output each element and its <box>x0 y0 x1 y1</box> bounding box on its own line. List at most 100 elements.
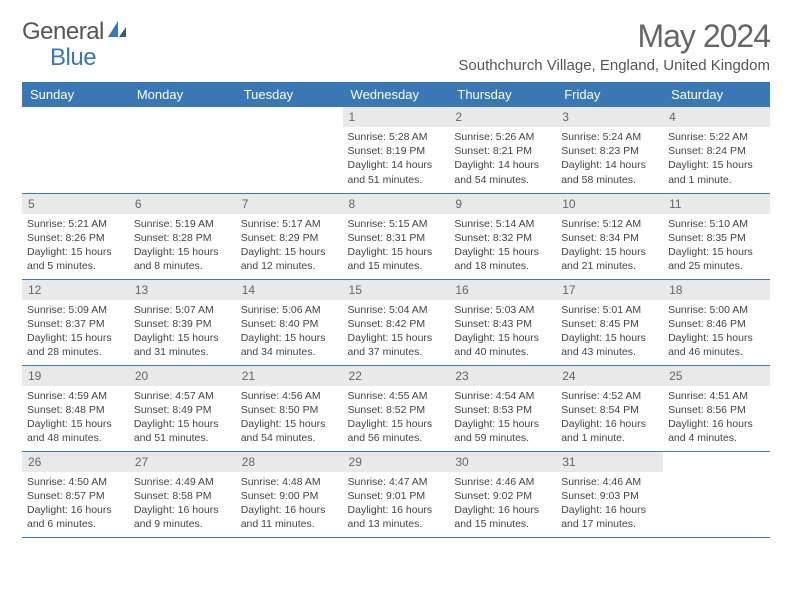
sunset-text: Sunset: 8:56 PM <box>668 403 765 417</box>
calendar-day-cell: 3Sunrise: 5:24 AMSunset: 8:23 PMDaylight… <box>556 107 663 193</box>
sunrise-text: Sunrise: 5:26 AM <box>454 130 551 144</box>
daylight-text: Daylight: 15 hours and 31 minutes. <box>134 331 231 359</box>
daylight-text: Daylight: 15 hours and 43 minutes. <box>561 331 658 359</box>
day-info: Sunrise: 4:57 AMSunset: 8:49 PMDaylight:… <box>129 386 236 449</box>
sunrise-text: Sunrise: 5:28 AM <box>348 130 445 144</box>
day-info: Sunrise: 4:59 AMSunset: 8:48 PMDaylight:… <box>22 386 129 449</box>
calendar-day-cell: 2Sunrise: 5:26 AMSunset: 8:21 PMDaylight… <box>449 107 556 193</box>
sunrise-text: Sunrise: 5:22 AM <box>668 130 765 144</box>
daylight-text: Daylight: 16 hours and 6 minutes. <box>27 503 124 531</box>
calendar-day-cell: 16Sunrise: 5:03 AMSunset: 8:43 PMDayligh… <box>449 279 556 365</box>
sunset-text: Sunset: 8:48 PM <box>27 403 124 417</box>
day-info: Sunrise: 4:47 AMSunset: 9:01 PMDaylight:… <box>343 472 450 535</box>
day-number: 24 <box>556 366 663 386</box>
sunset-text: Sunset: 8:28 PM <box>134 231 231 245</box>
day-info: Sunrise: 4:56 AMSunset: 8:50 PMDaylight:… <box>236 386 343 449</box>
calendar-day-cell: 12Sunrise: 5:09 AMSunset: 8:37 PMDayligh… <box>22 279 129 365</box>
daylight-text: Daylight: 15 hours and 46 minutes. <box>668 331 765 359</box>
day-number: 28 <box>236 452 343 472</box>
daylight-text: Daylight: 15 hours and 15 minutes. <box>348 245 445 273</box>
daylight-text: Daylight: 15 hours and 21 minutes. <box>561 245 658 273</box>
sunset-text: Sunset: 8:19 PM <box>348 144 445 158</box>
calendar-day-cell: 13Sunrise: 5:07 AMSunset: 8:39 PMDayligh… <box>129 279 236 365</box>
calendar-day-cell: 9Sunrise: 5:14 AMSunset: 8:32 PMDaylight… <box>449 193 556 279</box>
sunset-text: Sunset: 8:24 PM <box>668 144 765 158</box>
calendar-day-cell: 22Sunrise: 4:55 AMSunset: 8:52 PMDayligh… <box>343 365 450 451</box>
sunrise-text: Sunrise: 4:56 AM <box>241 389 338 403</box>
day-number: 1 <box>343 107 450 127</box>
sunset-text: Sunset: 8:53 PM <box>454 403 551 417</box>
sunrise-text: Sunrise: 5:09 AM <box>27 303 124 317</box>
sunrise-text: Sunrise: 5:03 AM <box>454 303 551 317</box>
sunrise-text: Sunrise: 5:14 AM <box>454 217 551 231</box>
sunrise-text: Sunrise: 5:19 AM <box>134 217 231 231</box>
day-number: 2 <box>449 107 556 127</box>
sail-icon <box>106 19 128 46</box>
day-info: Sunrise: 5:06 AMSunset: 8:40 PMDaylight:… <box>236 300 343 363</box>
sunset-text: Sunset: 8:29 PM <box>241 231 338 245</box>
sunrise-text: Sunrise: 5:10 AM <box>668 217 765 231</box>
day-number: 3 <box>556 107 663 127</box>
weekday-header: Saturday <box>663 82 770 107</box>
weekday-header: Friday <box>556 82 663 107</box>
day-number: 9 <box>449 194 556 214</box>
day-info: Sunrise: 5:10 AMSunset: 8:35 PMDaylight:… <box>663 214 770 277</box>
day-number: 4 <box>663 107 770 127</box>
calendar-day-cell: 23Sunrise: 4:54 AMSunset: 8:53 PMDayligh… <box>449 365 556 451</box>
day-number: 29 <box>343 452 450 472</box>
day-number: 25 <box>663 366 770 386</box>
day-info: Sunrise: 4:49 AMSunset: 8:58 PMDaylight:… <box>129 472 236 535</box>
calendar-day-cell: 30Sunrise: 4:46 AMSunset: 9:02 PMDayligh… <box>449 451 556 537</box>
day-number: 15 <box>343 280 450 300</box>
calendar-day-cell: 28Sunrise: 4:48 AMSunset: 9:00 PMDayligh… <box>236 451 343 537</box>
sunrise-text: Sunrise: 4:47 AM <box>348 475 445 489</box>
day-info: Sunrise: 4:48 AMSunset: 9:00 PMDaylight:… <box>236 472 343 535</box>
calendar-day-cell: 18Sunrise: 5:00 AMSunset: 8:46 PMDayligh… <box>663 279 770 365</box>
sunrise-text: Sunrise: 4:46 AM <box>454 475 551 489</box>
day-number: 27 <box>129 452 236 472</box>
sunset-text: Sunset: 8:23 PM <box>561 144 658 158</box>
calendar-day-cell: 29Sunrise: 4:47 AMSunset: 9:01 PMDayligh… <box>343 451 450 537</box>
day-number: 31 <box>556 452 663 472</box>
calendar-day-cell: 10Sunrise: 5:12 AMSunset: 8:34 PMDayligh… <box>556 193 663 279</box>
daylight-text: Daylight: 16 hours and 11 minutes. <box>241 503 338 531</box>
weekday-header: Thursday <box>449 82 556 107</box>
day-info: Sunrise: 5:28 AMSunset: 8:19 PMDaylight:… <box>343 127 450 190</box>
calendar-day-cell: 19Sunrise: 4:59 AMSunset: 8:48 PMDayligh… <box>22 365 129 451</box>
calendar-day-cell <box>236 107 343 193</box>
sunset-text: Sunset: 8:37 PM <box>27 317 124 331</box>
sunrise-text: Sunrise: 4:52 AM <box>561 389 658 403</box>
calendar-table: Sunday Monday Tuesday Wednesday Thursday… <box>22 82 770 538</box>
calendar-day-cell: 24Sunrise: 4:52 AMSunset: 8:54 PMDayligh… <box>556 365 663 451</box>
sunset-text: Sunset: 8:21 PM <box>454 144 551 158</box>
calendar-day-cell: 1Sunrise: 5:28 AMSunset: 8:19 PMDaylight… <box>343 107 450 193</box>
day-number: 30 <box>449 452 556 472</box>
day-info: Sunrise: 4:55 AMSunset: 8:52 PMDaylight:… <box>343 386 450 449</box>
calendar-day-cell: 17Sunrise: 5:01 AMSunset: 8:45 PMDayligh… <box>556 279 663 365</box>
day-number: 8 <box>343 194 450 214</box>
day-info: Sunrise: 5:07 AMSunset: 8:39 PMDaylight:… <box>129 300 236 363</box>
calendar-body: 1Sunrise: 5:28 AMSunset: 8:19 PMDaylight… <box>22 107 770 537</box>
sunrise-text: Sunrise: 4:49 AM <box>134 475 231 489</box>
sunset-text: Sunset: 8:58 PM <box>134 489 231 503</box>
sunrise-text: Sunrise: 5:06 AM <box>241 303 338 317</box>
calendar-week-row: 1Sunrise: 5:28 AMSunset: 8:19 PMDaylight… <box>22 107 770 193</box>
weekday-header: Tuesday <box>236 82 343 107</box>
calendar-day-cell: 21Sunrise: 4:56 AMSunset: 8:50 PMDayligh… <box>236 365 343 451</box>
sunrise-text: Sunrise: 4:59 AM <box>27 389 124 403</box>
calendar-week-row: 5Sunrise: 5:21 AMSunset: 8:26 PMDaylight… <box>22 193 770 279</box>
sunset-text: Sunset: 8:32 PM <box>454 231 551 245</box>
day-info: Sunrise: 5:01 AMSunset: 8:45 PMDaylight:… <box>556 300 663 363</box>
day-number: 18 <box>663 280 770 300</box>
daylight-text: Daylight: 15 hours and 12 minutes. <box>241 245 338 273</box>
daylight-text: Daylight: 15 hours and 40 minutes. <box>454 331 551 359</box>
daylight-text: Daylight: 16 hours and 13 minutes. <box>348 503 445 531</box>
sunrise-text: Sunrise: 4:46 AM <box>561 475 658 489</box>
calendar-day-cell: 8Sunrise: 5:15 AMSunset: 8:31 PMDaylight… <box>343 193 450 279</box>
day-info: Sunrise: 5:03 AMSunset: 8:43 PMDaylight:… <box>449 300 556 363</box>
daylight-text: Daylight: 15 hours and 5 minutes. <box>27 245 124 273</box>
day-info: Sunrise: 4:46 AMSunset: 9:03 PMDaylight:… <box>556 472 663 535</box>
daylight-text: Daylight: 16 hours and 1 minute. <box>561 417 658 445</box>
day-info: Sunrise: 4:46 AMSunset: 9:02 PMDaylight:… <box>449 472 556 535</box>
daylight-text: Daylight: 15 hours and 28 minutes. <box>27 331 124 359</box>
